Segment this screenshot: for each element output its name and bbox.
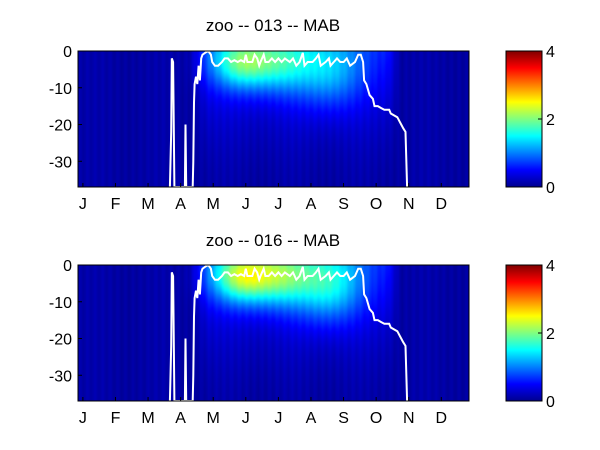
chart-title-1: zoo -- 013 -- MAB — [206, 16, 340, 35]
x-tick-label: F — [111, 196, 121, 213]
colorbar-tick-label: 4 — [546, 44, 555, 61]
heatmap-2 — [78, 265, 469, 401]
x-ticks-2: J F M A M J J A S O N D — [79, 410, 447, 427]
colorbar-tick-label: 0 — [546, 394, 555, 411]
x-tick-label: D — [436, 410, 448, 427]
y-tick-label: -20 — [49, 332, 72, 349]
x-tick-label: J — [274, 410, 282, 427]
colorbar-tick-label: 2 — [546, 112, 555, 129]
y-ticks-2: 0 -10 -20 -30 — [49, 258, 72, 385]
y-tick-label: 0 — [63, 258, 72, 275]
heatmap-image-1 — [78, 51, 469, 187]
heatmap-image-2 — [78, 265, 469, 401]
x-tick-label: O — [370, 196, 382, 213]
x-tick-label: M — [141, 410, 154, 427]
x-tick-label: J — [79, 410, 87, 427]
y-tick-label: 0 — [63, 44, 72, 61]
x-tick-label: D — [436, 196, 448, 213]
x-tick-label: A — [306, 196, 317, 213]
x-tick-label: S — [338, 410, 349, 427]
x-tick-label: A — [306, 410, 317, 427]
x-tick-label: M — [207, 410, 220, 427]
colorbar-ramp-2 — [505, 264, 543, 402]
colorbar-tick-label: 0 — [546, 180, 555, 197]
colorbar-1: 0 2 4 — [505, 44, 555, 197]
y-tick-label: -10 — [49, 295, 72, 312]
chart-panel-1: zoo -- 013 -- MAB 0 -10 -20 -30 J F M A … — [49, 16, 555, 213]
y-tick-label: -20 — [49, 118, 72, 135]
x-tick-label: S — [338, 196, 349, 213]
x-tick-label: J — [242, 196, 250, 213]
x-tick-label: M — [207, 196, 220, 213]
x-tick-label: N — [403, 196, 415, 213]
x-tick-label: O — [370, 410, 382, 427]
chart-panel-2: zoo -- 016 -- MAB 0 -10 -20 -30 J F M A … — [49, 231, 555, 427]
colorbar-tick-label: 4 — [546, 258, 555, 275]
y-tick-label: -10 — [49, 81, 72, 98]
plot-frame-2 — [77, 264, 470, 402]
mixed-layer-line-2 — [168, 265, 409, 401]
x-tick-label: F — [111, 410, 121, 427]
mixed-layer-line-1 — [168, 51, 409, 187]
y-ticks-1: 0 -10 -20 -30 — [49, 44, 72, 171]
heatmap-1 — [78, 51, 469, 187]
x-tick-label: N — [403, 410, 415, 427]
chart-title-2: zoo -- 016 -- MAB — [206, 231, 340, 250]
x-tick-label: J — [79, 196, 87, 213]
x-tick-label: J — [274, 196, 282, 213]
colorbar-2: 0 2 4 — [505, 258, 555, 411]
colorbar-ramp-1 — [505, 50, 543, 188]
x-tick-label: A — [175, 410, 186, 427]
x-tick-label: A — [175, 196, 186, 213]
x-tick-label: J — [242, 410, 250, 427]
x-tick-label: M — [141, 196, 154, 213]
y-tick-label: -30 — [49, 368, 72, 385]
colorbar-tick-label: 2 — [546, 326, 555, 343]
plot-frame-1 — [77, 50, 470, 188]
x-ticks-1: J F M A M J J A S O N D — [79, 196, 447, 213]
y-tick-label: -30 — [49, 154, 72, 171]
